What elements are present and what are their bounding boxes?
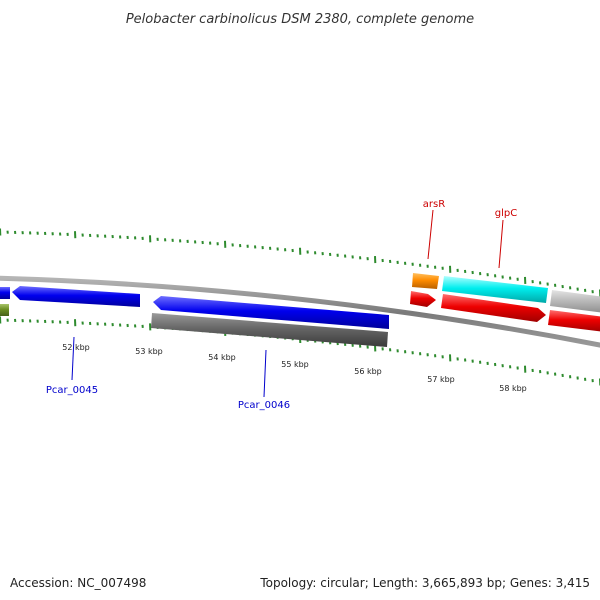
scale-label-58kbp: 58 kbp <box>499 384 527 393</box>
scale-label-53kbp: 53 kbp <box>135 347 163 356</box>
map-title: Pelobacter carbinolicus DSM 2380, comple… <box>126 12 474 27</box>
gene-glpc-fragment <box>442 276 548 303</box>
topology-value: circular <box>320 576 365 590</box>
gene-label-pcar0045: Pcar_0045 <box>46 385 98 396</box>
outer-tick-ring <box>0 228 600 297</box>
genes-label: Genes: <box>509 576 552 590</box>
genome-summary: Topology: circular; Length: 3,665,893 bp… <box>260 576 590 590</box>
glpc-leader-line <box>498 219 504 269</box>
scale-label-56kbp: 56 kbp <box>354 367 382 376</box>
genome-backbone <box>0 275 600 348</box>
gene-red-small-arrow <box>410 291 436 307</box>
gene-lightgray-fragment <box>550 290 600 313</box>
length-value: 3,665,893 bp <box>421 576 502 590</box>
gene-reverse-stub <box>0 287 10 299</box>
gene-olive-fragment <box>0 304 9 316</box>
scale-label-52kbp: 52 kbp <box>62 343 90 352</box>
gene-pcar0046-arrow <box>153 296 389 329</box>
gene-arsr-fragment <box>412 273 439 289</box>
gene-label-pcar0046: Pcar_0046 <box>238 400 290 411</box>
accession-value: NC_007498 <box>77 576 147 590</box>
scale-label-55kbp: 55 kbp <box>281 360 309 369</box>
scale-label-54kbp: 54 kbp <box>208 353 236 362</box>
gene-red-right-fragment <box>548 310 600 332</box>
genes-value: 3,415 <box>555 576 590 590</box>
arsr-leader-line <box>427 209 434 260</box>
gene-pcar0045-arrow <box>12 286 140 307</box>
length-label: Length: <box>372 576 419 590</box>
gene-gray-fragment <box>151 313 388 347</box>
pcar0045-leader-line <box>71 336 75 381</box>
accession-info: Accession: NC_007498 <box>10 576 146 590</box>
gene-label-glpc: glpC <box>495 208 517 219</box>
gene-label-arsr: arsR <box>423 199 445 210</box>
topology-label: Topology: <box>260 576 317 590</box>
pcar0046-leader-line <box>263 349 267 398</box>
accession-label: Accession: <box>10 576 74 590</box>
scale-label-57kbp: 57 kbp <box>427 375 455 384</box>
gene-red-arrow <box>441 294 546 322</box>
